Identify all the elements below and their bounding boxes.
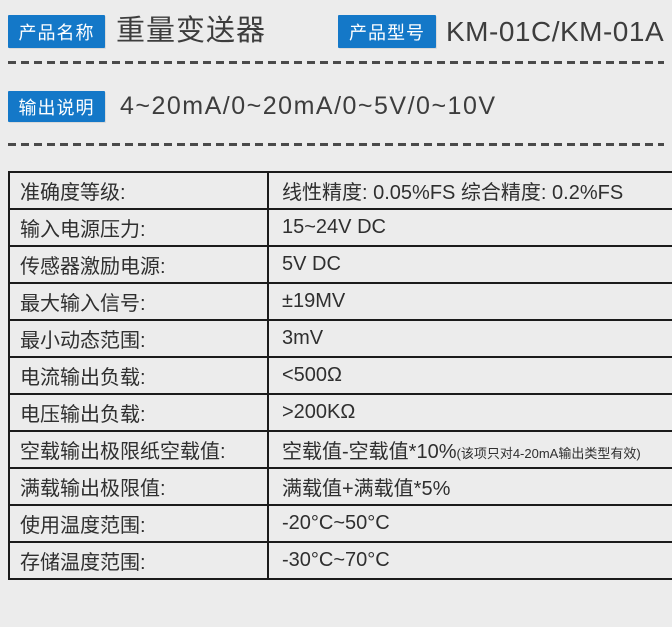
output-description-value: 4~20mA/0~20mA/0~5V/0~10V xyxy=(120,92,497,120)
product-name-value: 重量变送器 xyxy=(116,15,267,47)
spec-value: ±19MV xyxy=(267,282,672,321)
table-row: 使用温度范围: -20°C~50°C xyxy=(8,504,672,543)
spec-value-main: 空载值-空载值*10% xyxy=(282,441,457,463)
product-name-badge: 产品名称 xyxy=(8,15,105,48)
spec-table: 准确度等级: 线性精度: 0.05%FS 综合精度: 0.2%FS 输入电源压力… xyxy=(8,171,672,580)
spec-value: 15~24V DC xyxy=(267,208,672,247)
spec-value: 3mV xyxy=(267,319,672,358)
spec-label: 传感器激励电源: xyxy=(8,245,269,284)
spec-value: >200KΩ xyxy=(267,393,672,432)
spec-value: 5V DC xyxy=(267,245,672,284)
table-row: 最大输入信号: ±19MV xyxy=(8,282,672,321)
spec-value: -20°C~50°C xyxy=(267,504,672,543)
spec-label: 满载输出极限值: xyxy=(8,467,269,506)
spec-label: 输入电源压力: xyxy=(8,208,269,247)
spec-label: 使用温度范围: xyxy=(8,504,269,543)
product-model-value: KM-01C/KM-01A xyxy=(446,16,665,47)
table-row: 满载输出极限值: 满载值+满载值*5% xyxy=(8,467,672,506)
spec-label: 电流输出负载: xyxy=(8,356,269,395)
table-row: 准确度等级: 线性精度: 0.05%FS 综合精度: 0.2%FS xyxy=(8,171,672,210)
table-row: 输入电源压力: 15~24V DC xyxy=(8,208,672,247)
output-description-badge: 输出说明 xyxy=(8,91,105,122)
table-row: 传感器激励电源: 5V DC xyxy=(8,245,672,284)
spec-value: 满载值+满载值*5% xyxy=(267,467,672,506)
table-row: 最小动态范围: 3mV xyxy=(8,319,672,358)
table-row: 电流输出负载: <500Ω xyxy=(8,356,672,395)
spec-value: 线性精度: 0.05%FS 综合精度: 0.2%FS xyxy=(267,171,672,210)
spec-label: 空载输出极限纸空载值: xyxy=(8,430,269,469)
spec-value: <500Ω xyxy=(267,356,672,395)
table-row: 空载输出极限纸空载值: 空载值-空载值*10%(该项只对4-20mA输出类型有效… xyxy=(8,430,672,469)
spec-value-note: (该项只对4-20mA输出类型有效) xyxy=(456,446,641,461)
spec-label: 最大输入信号: xyxy=(8,282,269,321)
dashed-divider-bottom xyxy=(8,143,664,146)
product-model-badge: 产品型号 xyxy=(338,15,436,48)
spec-label: 最小动态范围: xyxy=(8,319,269,358)
table-row: 电压输出负载: >200KΩ xyxy=(8,393,672,432)
spec-value: 空载值-空载值*10%(该项只对4-20mA输出类型有效) xyxy=(267,430,672,469)
dashed-divider-top xyxy=(8,61,664,64)
table-row: 存储温度范围: -30°C~70°C xyxy=(8,541,672,580)
spec-value: -30°C~70°C xyxy=(267,541,672,580)
spec-label: 电压输出负载: xyxy=(8,393,269,432)
spec-label: 准确度等级: xyxy=(8,171,269,210)
spec-label: 存储温度范围: xyxy=(8,541,269,580)
